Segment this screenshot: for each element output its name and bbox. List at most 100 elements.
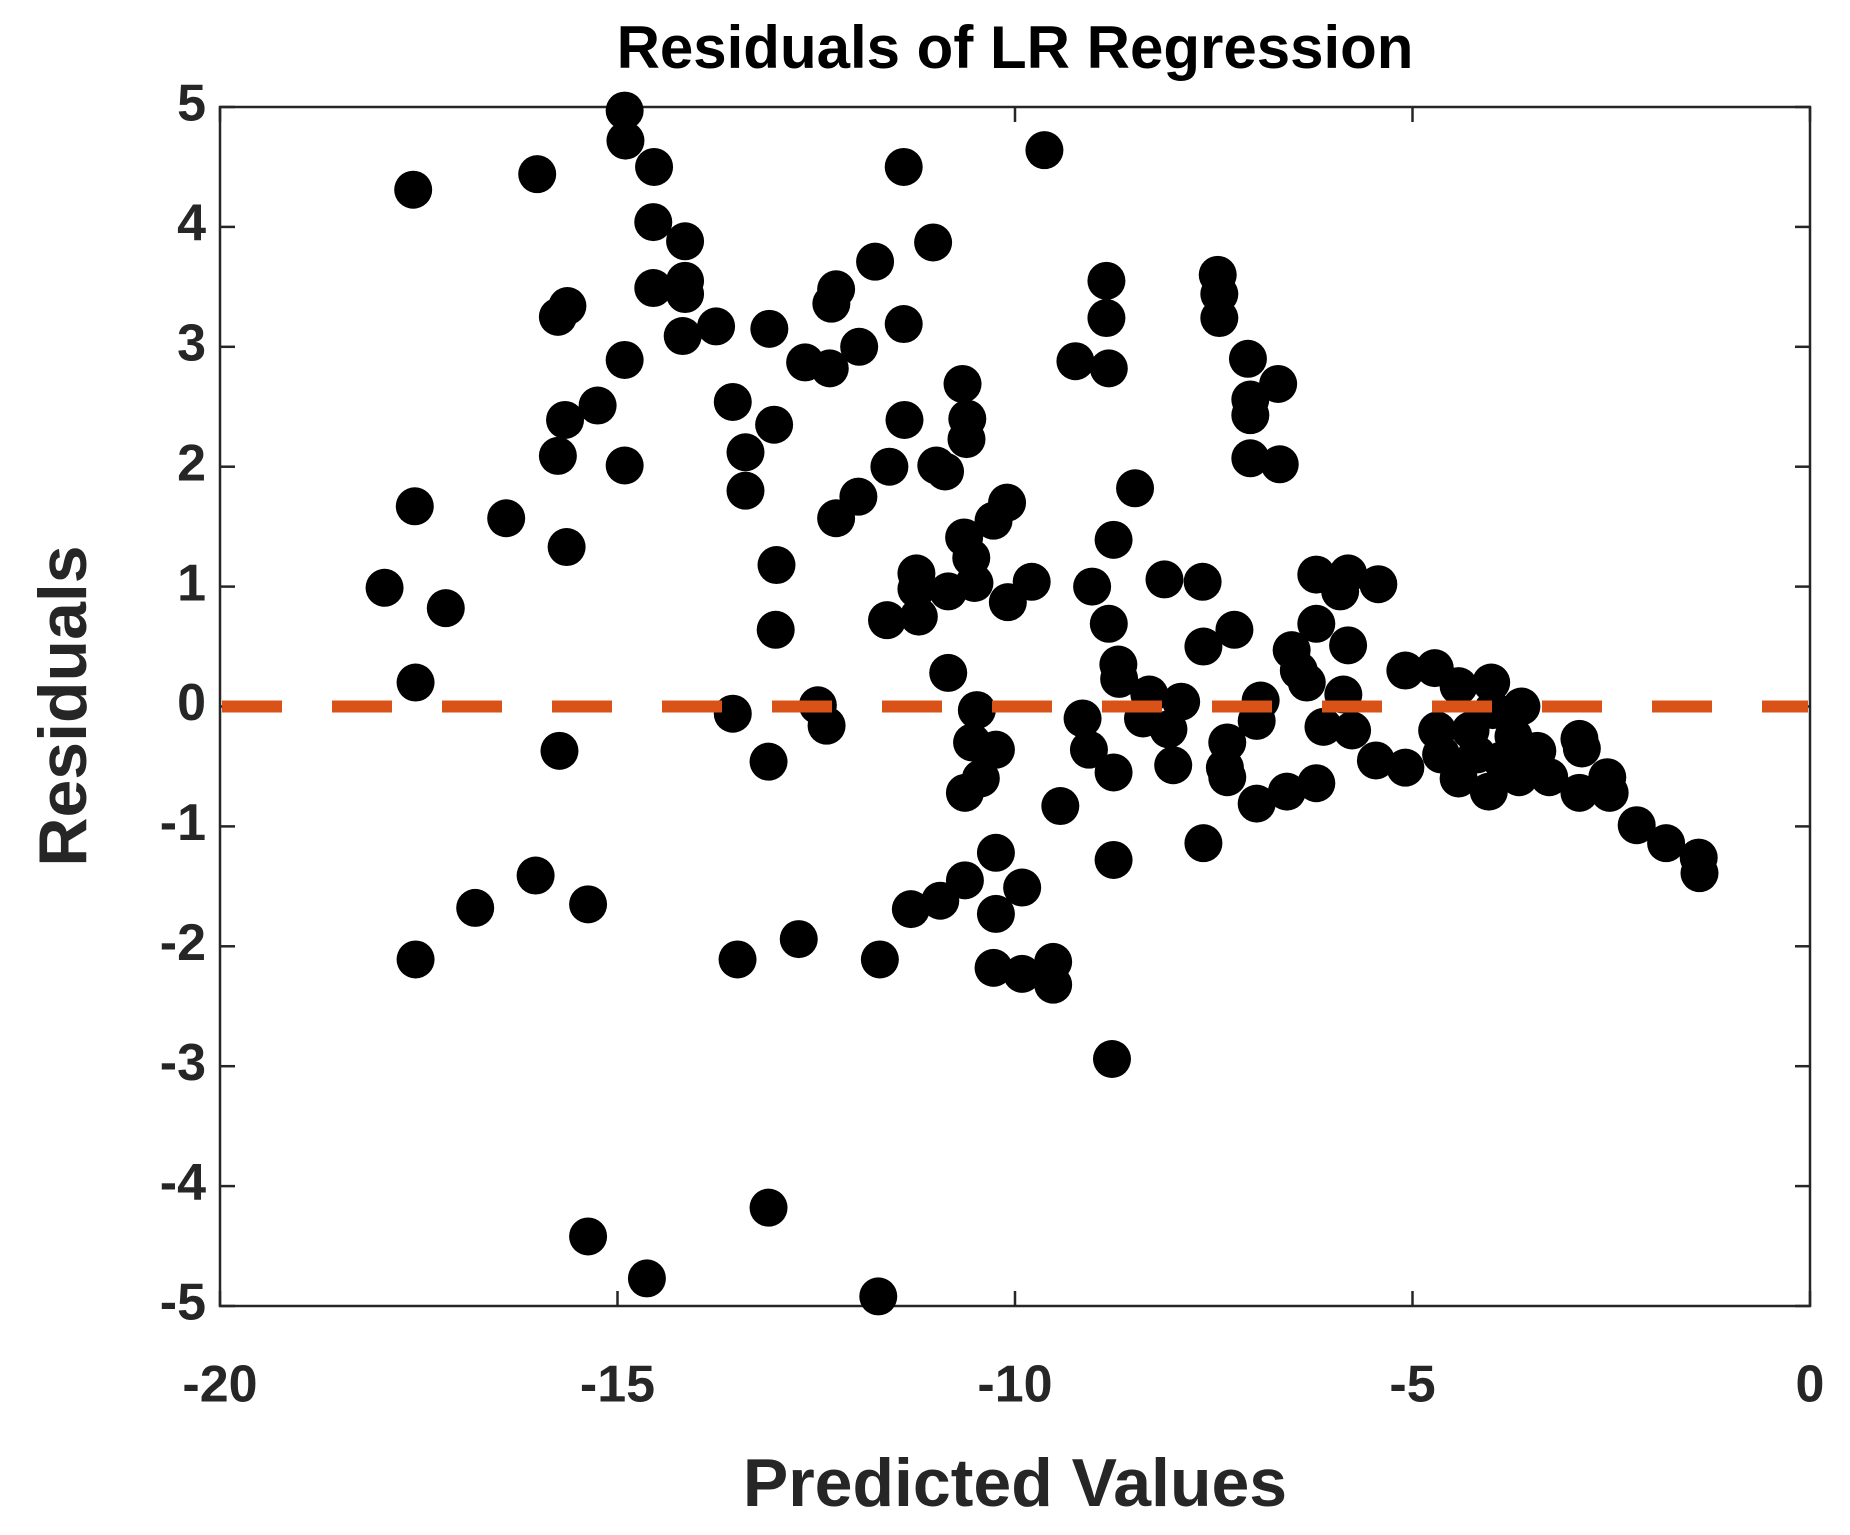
point — [1154, 746, 1193, 785]
point — [1359, 565, 1398, 604]
point — [1092, 1040, 1131, 1079]
point — [663, 317, 702, 356]
point — [634, 269, 673, 308]
point — [1469, 772, 1508, 811]
point — [547, 528, 586, 567]
x-tick-label: -15 — [580, 1356, 655, 1414]
point — [1208, 758, 1247, 797]
point — [1231, 439, 1270, 478]
point — [1287, 663, 1326, 702]
point — [897, 569, 936, 608]
point — [1329, 626, 1368, 665]
point — [538, 436, 577, 475]
point — [1647, 824, 1686, 863]
point — [1056, 342, 1095, 381]
point — [697, 307, 736, 346]
point — [988, 483, 1027, 522]
point — [1502, 687, 1541, 726]
point — [1089, 349, 1128, 388]
point — [546, 400, 585, 439]
point — [914, 223, 953, 262]
point — [976, 833, 1015, 872]
point — [1063, 699, 1102, 738]
point — [456, 888, 495, 927]
point — [394, 170, 433, 209]
point — [1183, 562, 1222, 601]
point — [1680, 854, 1719, 893]
point — [899, 597, 938, 636]
point — [1267, 772, 1306, 811]
point — [749, 742, 788, 781]
x-axis-label: Predicted Values — [743, 1445, 1287, 1521]
point — [976, 894, 1015, 933]
point — [1073, 567, 1112, 606]
point — [1184, 627, 1223, 666]
point — [1530, 758, 1569, 797]
point — [1094, 840, 1133, 879]
y-tick-label: 1 — [177, 554, 206, 612]
point — [726, 433, 765, 472]
point — [1215, 610, 1254, 649]
y-axis-label: Residuals — [25, 545, 101, 866]
point — [1041, 787, 1080, 826]
point — [718, 940, 757, 979]
point — [974, 948, 1013, 987]
point — [868, 601, 907, 640]
point — [807, 706, 846, 745]
point — [516, 856, 555, 895]
y-tick-label: 3 — [177, 315, 206, 373]
y-tick-label: -5 — [160, 1274, 206, 1332]
point — [926, 452, 965, 491]
point — [884, 147, 923, 186]
point — [756, 610, 795, 649]
point — [1297, 764, 1336, 803]
point — [1333, 711, 1372, 750]
point — [1100, 659, 1139, 698]
point — [779, 920, 818, 959]
point — [666, 275, 705, 314]
y-tick-label: -4 — [160, 1154, 206, 1212]
point — [1260, 445, 1299, 484]
point — [860, 940, 899, 979]
point — [1259, 364, 1298, 403]
y-tick-label: 5 — [177, 75, 206, 133]
point — [1184, 824, 1223, 863]
point — [1231, 396, 1270, 435]
point — [487, 499, 526, 538]
point — [757, 546, 796, 585]
point — [885, 400, 924, 439]
point — [1297, 604, 1336, 643]
point — [817, 270, 856, 309]
point — [1617, 806, 1656, 845]
point — [1472, 663, 1511, 702]
point — [605, 446, 644, 485]
point — [1087, 261, 1126, 300]
y-tick-label: 4 — [177, 195, 206, 253]
point — [1228, 339, 1267, 378]
point — [884, 305, 923, 344]
point — [1562, 729, 1601, 768]
y-tick-label: -1 — [160, 794, 206, 852]
point — [606, 121, 645, 160]
plot-frame — [218, 105, 1812, 1308]
point — [840, 327, 879, 366]
point — [749, 1188, 788, 1227]
x-tick-label: -5 — [1389, 1356, 1435, 1414]
y-tick-label: -3 — [160, 1034, 206, 1092]
point — [839, 477, 878, 516]
point — [518, 155, 557, 194]
point — [365, 568, 404, 607]
point — [1500, 758, 1539, 797]
point — [1590, 773, 1629, 812]
x-tick-label: -20 — [182, 1356, 257, 1414]
point — [548, 287, 587, 326]
x-tick-label: 0 — [1796, 1356, 1825, 1414]
point — [1025, 131, 1064, 170]
point — [859, 1277, 898, 1316]
point — [713, 382, 752, 421]
point — [810, 349, 849, 388]
point — [1069, 730, 1108, 769]
point — [1162, 682, 1201, 721]
point — [1439, 667, 1478, 706]
point — [1012, 562, 1051, 601]
